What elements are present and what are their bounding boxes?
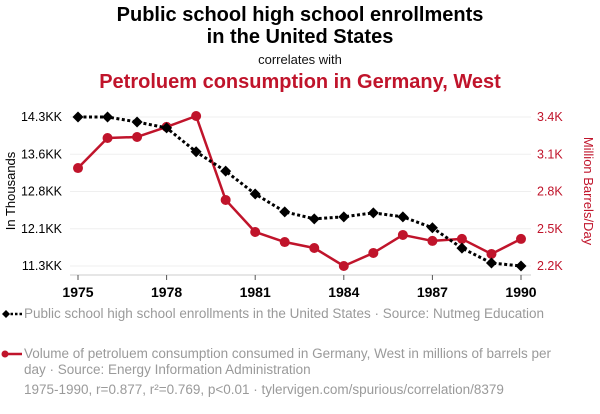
legend-item-enrollments: Public school high school enrollments in… — [2, 306, 574, 322]
data-point-petroleum — [250, 226, 261, 237]
legend-marker-circle-icon — [1, 350, 22, 358]
data-point-enrollments — [308, 213, 320, 225]
x-tick-label: 1975 — [62, 284, 93, 300]
data-point-enrollments — [249, 188, 261, 200]
legend-marker-diamond-icon — [2, 310, 22, 318]
x-tick-label: 1987 — [417, 284, 448, 300]
y-tick-label-right: 2.2K — [537, 259, 563, 273]
data-point-petroleum — [220, 194, 231, 205]
data-point-petroleum — [191, 111, 202, 122]
data-point-petroleum — [338, 261, 349, 271]
series-layer — [72, 111, 527, 272]
data-point-enrollments — [426, 222, 438, 234]
series-line-enrollments — [78, 115, 522, 268]
axes: 14.3KK 13.6KK 12.8KK 12.1KK 11.3KK 3.4K 3.1K 2.… — [21, 110, 563, 300]
legend-label: Volume of petroluem consumption consumed… — [24, 346, 551, 377]
data-point-enrollments — [72, 111, 84, 123]
data-point-petroleum — [368, 247, 379, 258]
legend-item-petroleum: Volume of petroluem consumption consumed… — [1, 346, 574, 378]
chart-plot: 14.3KK 13.6KK 12.8KK 12.1KK 11.3KK 3.4K 3.1K 2.… — [3, 110, 596, 300]
series-line-petroleum — [77, 114, 522, 268]
y-tick-label-left: 12.1KK — [21, 222, 63, 236]
data-point-petroleum — [456, 233, 467, 244]
data-point-enrollments — [397, 211, 409, 223]
x-tick-label: 1990 — [505, 284, 536, 300]
y-tick-label-right: 2.5K — [537, 222, 563, 236]
y-tick-label-right: 3.1K — [537, 147, 563, 161]
data-point-petroleum — [279, 237, 290, 248]
y-tick-label-left: 13.6KK — [21, 147, 63, 161]
data-point-petroleum — [309, 242, 320, 253]
data-point-enrollments — [190, 146, 202, 158]
chart-title-line1: Public school high school enrollments — [116, 4, 484, 26]
data-point-enrollments — [367, 207, 379, 219]
data-point-petroleum — [132, 131, 143, 142]
data-point-petroleum — [73, 163, 83, 174]
grid-lines — [70, 116, 531, 267]
x-tick-label: 1984 — [328, 284, 359, 300]
y-axis-label-left: In Thousands — [3, 151, 18, 230]
data-point-enrollments — [102, 111, 114, 123]
y-axis-label-right: Million Barrels/Day — [581, 137, 596, 246]
footer-stats: 1975-1990, r=0.877, r²=0.769, p<0.01 · t… — [24, 382, 504, 397]
x-tick-label: 1981 — [240, 284, 271, 300]
data-point-enrollments — [161, 122, 173, 134]
data-point-enrollments — [279, 206, 291, 218]
data-point-enrollments — [131, 116, 143, 128]
data-point-petroleum — [516, 233, 526, 244]
y-tick-label-right: 2.8K — [537, 185, 563, 199]
data-point-petroleum — [486, 248, 497, 259]
y-tick-label-left: 12.8KK — [21, 185, 63, 199]
chart-subtitle: correlates with — [258, 52, 342, 67]
y-tick-label-left: 14.3KK — [21, 110, 63, 124]
data-point-petroleum — [427, 235, 438, 246]
data-point-enrollments — [220, 165, 232, 177]
legend-label: Public school high school enrollments in… — [24, 306, 545, 321]
data-point-enrollments — [338, 211, 350, 223]
chart-title-secondary: Petroluem consumption in Germany, West — [99, 71, 501, 93]
data-point-petroleum — [102, 132, 113, 143]
data-point-enrollments — [485, 257, 497, 269]
chart-title-line2: in the United States — [206, 26, 394, 48]
y-tick-label-left: 11.3KK — [22, 259, 63, 273]
x-tick-label: 1978 — [151, 284, 182, 300]
y-tick-label-right: 3.4K — [537, 110, 563, 124]
data-point-petroleum — [397, 229, 408, 240]
chart-title: Public school high school enrollments in… — [0, 4, 600, 48]
data-point-enrollments — [515, 260, 527, 272]
data-point-enrollments — [456, 242, 468, 254]
